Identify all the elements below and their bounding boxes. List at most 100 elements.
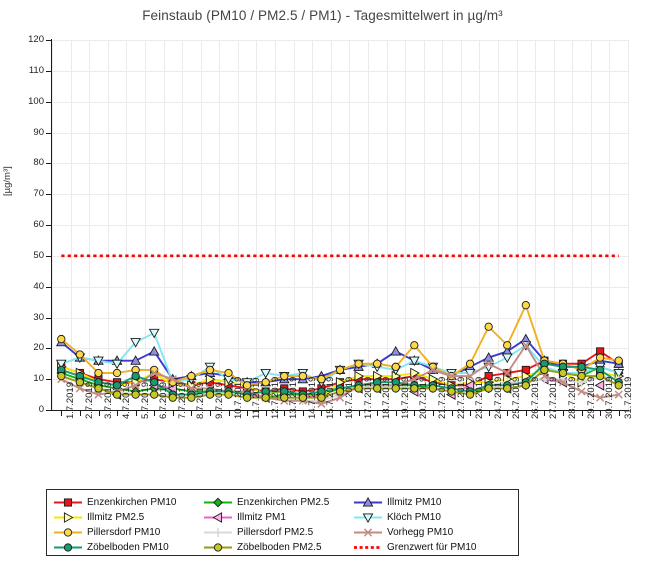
gridline-vertical [479, 40, 481, 410]
legend-swatch [203, 541, 233, 554]
y-tick-mark [46, 255, 52, 257]
legend-item[interactable]: Enzenkirchen PM2.5 [203, 495, 353, 510]
legend-item[interactable]: Klöch PM10 [353, 510, 513, 525]
y-tick-label: 40 [33, 280, 44, 292]
y-tick-mark [46, 70, 52, 72]
x-tick-label: 5.7.2019 [139, 382, 151, 419]
data-point [75, 378, 85, 387]
gridline-vertical [386, 40, 388, 410]
x-tick-label: 15.7.2019 [325, 376, 337, 419]
legend-swatch [53, 511, 83, 524]
x-tick-mark [395, 411, 397, 416]
data-point [112, 381, 122, 390]
data-point [447, 371, 456, 381]
y-tick-label: 100 [28, 95, 44, 107]
data-point [465, 359, 475, 368]
data-point [242, 381, 252, 390]
x-tick-mark [284, 411, 286, 416]
x-tick-label: 9.7.2019 [213, 382, 225, 419]
x-tick-label: 18.7.2019 [381, 376, 393, 419]
data-point [57, 371, 66, 381]
gridline-vertical [497, 40, 499, 410]
data-point [373, 359, 382, 368]
x-tick-mark [451, 411, 453, 416]
legend: Enzenkirchen PM10 Enzenkirchen PM2.5 Illmi… [46, 489, 519, 556]
gridline-vertical [275, 40, 276, 410]
data-point [317, 393, 326, 402]
data-point [447, 387, 456, 396]
legend-item[interactable]: Illmitz PM1 [203, 510, 353, 525]
legend-swatch [203, 526, 233, 539]
gridline-vertical [144, 40, 146, 410]
legend-item[interactable]: Pillersdorf PM2.5 [203, 525, 353, 540]
data-point [93, 356, 104, 367]
x-tick-label: 10.7.2019 [232, 376, 244, 419]
y-tick-mark [46, 379, 52, 381]
y-tick-label: 50 [33, 249, 44, 261]
gridline-horizontal [52, 317, 628, 319]
legend-swatch [353, 541, 383, 554]
y-tick-label: 70 [33, 188, 44, 200]
x-tick-label: 6.7.2019 [158, 382, 170, 419]
data-point [483, 352, 495, 362]
y-tick-mark [46, 286, 52, 288]
series-layer [55, 254, 625, 408]
gridline-vertical [349, 40, 351, 410]
gridline-vertical [367, 40, 369, 410]
legend-item[interactable]: Illmitz PM10 [353, 495, 513, 510]
data-point [521, 301, 530, 310]
x-tick-label: 22.7.2019 [455, 376, 467, 419]
data-point [465, 390, 475, 399]
y-tick-label: 110 [28, 64, 44, 76]
x-tick-mark [228, 411, 230, 416]
legend-item[interactable]: Zöbelboden PM10 [53, 540, 203, 555]
x-tick-mark [618, 411, 620, 416]
x-tick-label: 16.7.2019 [344, 376, 355, 419]
x-tick-label: 13.7.2019 [288, 376, 300, 419]
data-point [148, 328, 160, 339]
data-point [205, 390, 215, 399]
legend-item[interactable]: Vorhegg PM10 [353, 525, 513, 540]
legend-item[interactable]: Pillersdorf PM10 [53, 525, 203, 540]
x-tick-label: 23.7.2019 [474, 376, 486, 419]
gridline-vertical [330, 40, 332, 410]
gridline-horizontal [52, 132, 628, 134]
x-tick-label: 7.7.2019 [176, 382, 188, 419]
legend-label: Zöbelboden PM10 [87, 542, 169, 553]
x-tick-label: 19.7.2019 [399, 376, 411, 419]
legend-label: Klöch PM10 [387, 512, 441, 523]
chart-title: Feinstaub (PM10 / PM2.5 / PM1) - Tagesmi… [142, 8, 503, 23]
legend-swatch [203, 496, 233, 509]
x-tick-label: 30.7.2019 [604, 376, 616, 419]
data-point [317, 375, 326, 384]
data-point [595, 393, 605, 402]
x-tick-label: 17.7.2019 [362, 376, 374, 419]
data-point [595, 371, 605, 381]
x-tick-mark [172, 411, 174, 416]
plot-area [52, 40, 629, 411]
data-point [540, 371, 549, 381]
x-tick-mark [507, 411, 509, 416]
x-tick-mark [79, 411, 81, 416]
data-point [75, 384, 85, 393]
legend-swatch [353, 511, 383, 524]
y-tick-mark [46, 101, 52, 103]
gridline-vertical [107, 40, 109, 410]
data-point [148, 345, 160, 356]
legend-label: Grenzwert für PM10 [387, 542, 477, 553]
legend-item[interactable]: Illmitz PM2.5 [53, 510, 203, 525]
gridline-vertical [89, 40, 91, 410]
x-tick-label: 4.7.2019 [121, 382, 132, 419]
legend-item[interactable]: Grenzwert für PM10 [353, 540, 513, 555]
legend-item[interactable]: Zöbelboden PM2.5 [203, 540, 353, 555]
data-point [335, 393, 345, 402]
gridline-vertical [293, 40, 295, 410]
data-point [390, 345, 402, 356]
legend-item[interactable]: Enzenkirchen PM10 [53, 495, 203, 510]
data-point [317, 399, 326, 408]
data-point [94, 384, 103, 393]
data-point [150, 378, 159, 387]
data-point [484, 322, 493, 331]
x-tick-mark [154, 411, 156, 416]
data-point [540, 365, 549, 375]
